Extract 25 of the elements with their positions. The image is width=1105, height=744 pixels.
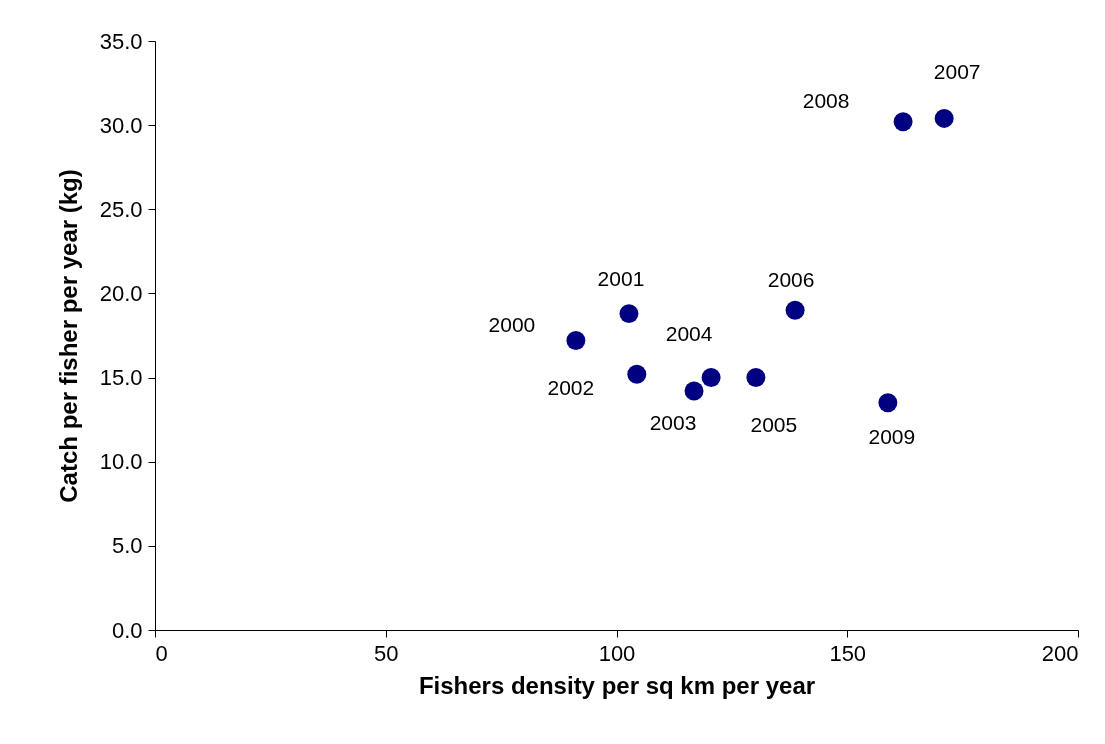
annotation: 2005	[750, 412, 798, 436]
annotation: 2006	[767, 268, 815, 292]
y-axis-title: Catch per fisher per year (kg)	[54, 169, 82, 503]
y-tick-label: 20.0	[99, 280, 143, 306]
y-tick-label: 15.0	[99, 365, 143, 391]
annotation: 2007	[933, 60, 981, 84]
y-tick-label: 35.0	[99, 28, 143, 54]
y-tick-label: 30.0	[99, 112, 143, 138]
annotation: 2009	[868, 424, 916, 448]
x-tick-label: 50	[374, 640, 399, 666]
y-tick-label: 0.0	[111, 617, 143, 643]
x-tick-label: 200	[1041, 640, 1079, 666]
y-tick-label: 10.0	[99, 449, 143, 475]
x-tick-label: 150	[829, 640, 867, 666]
annotation: 2004	[665, 321, 713, 345]
annotation: 2002	[547, 376, 595, 400]
x-tick-label: 100	[598, 640, 636, 666]
annotation: 2008	[802, 88, 850, 112]
x-axis-title: Fishers density per sq km per year	[418, 671, 816, 699]
y-tick-label: 5.0	[111, 533, 143, 559]
x-tick-label: 0	[155, 640, 168, 666]
annotation: 2001	[597, 266, 645, 290]
annotation: 2000	[488, 312, 536, 336]
annotation: 2003	[649, 411, 697, 435]
y-tick-label: 25.0	[99, 196, 143, 222]
